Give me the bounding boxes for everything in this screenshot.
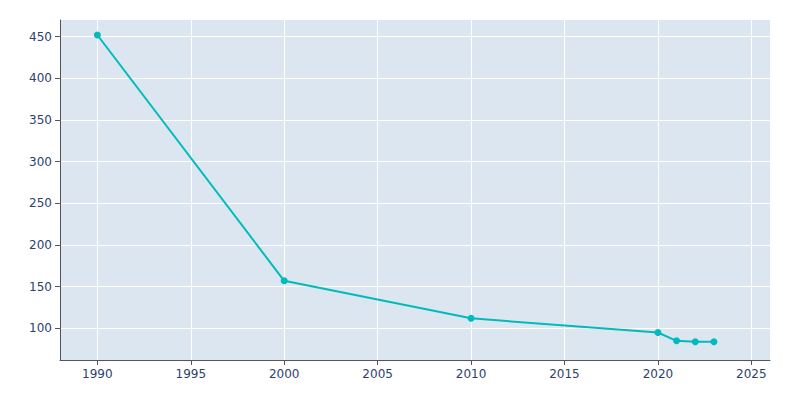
- svg-text:200: 200: [29, 238, 52, 252]
- svg-text:2005: 2005: [362, 367, 393, 381]
- svg-text:450: 450: [29, 30, 52, 44]
- svg-text:400: 400: [29, 71, 52, 85]
- svg-text:300: 300: [29, 155, 52, 169]
- svg-text:100: 100: [29, 321, 52, 335]
- svg-text:1990: 1990: [82, 367, 113, 381]
- svg-text:2000: 2000: [269, 367, 300, 381]
- svg-text:2025: 2025: [736, 367, 767, 381]
- svg-text:350: 350: [29, 113, 52, 127]
- svg-text:2020: 2020: [643, 367, 674, 381]
- svg-text:250: 250: [29, 196, 52, 210]
- svg-text:2010: 2010: [456, 367, 487, 381]
- svg-text:150: 150: [29, 280, 52, 294]
- svg-text:1995: 1995: [176, 367, 207, 381]
- svg-text:2015: 2015: [549, 367, 580, 381]
